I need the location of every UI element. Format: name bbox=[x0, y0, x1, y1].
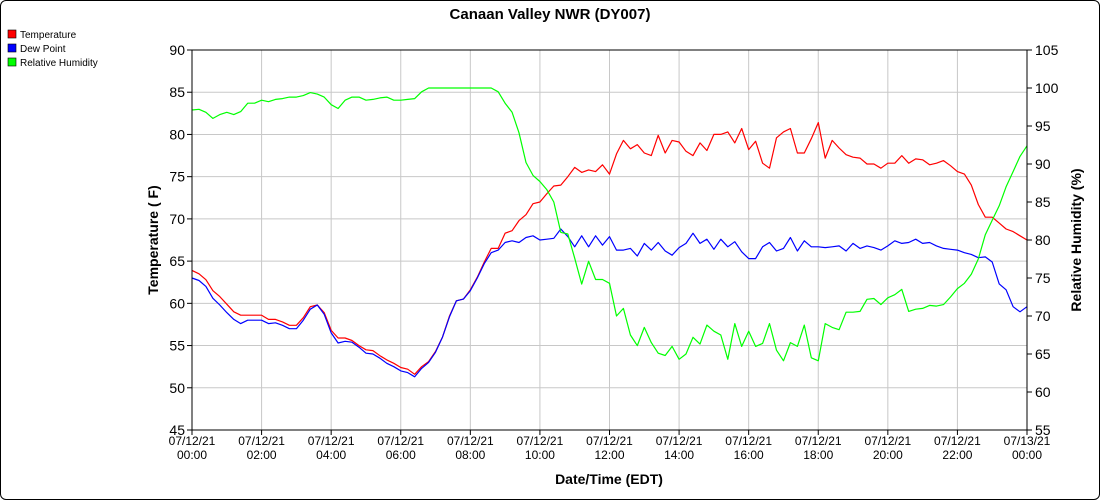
y-right-tick-label: 85 bbox=[1035, 194, 1051, 210]
x-tick-time: 00:00 bbox=[1012, 448, 1042, 462]
legend-swatch-dew-point bbox=[7, 43, 17, 53]
y-left-tick-label: 55 bbox=[169, 338, 185, 354]
x-tick-date: 07/12/21 bbox=[238, 434, 285, 448]
y-right-tick-label: 95 bbox=[1035, 118, 1051, 134]
legend-swatch-temperature bbox=[7, 29, 17, 39]
x-tick-time: 08:00 bbox=[455, 448, 485, 462]
x-tick-date: 07/12/21 bbox=[517, 434, 564, 448]
legend-label-temperature: Temperature bbox=[20, 30, 77, 41]
y-right-tick-label: 80 bbox=[1035, 232, 1051, 248]
y-right-tick-label: 70 bbox=[1035, 308, 1051, 324]
y-right-tick-label: 75 bbox=[1035, 270, 1051, 286]
legend: Temperature Dew Point Relative Humidity bbox=[7, 29, 98, 69]
x-tick-date: 07/13/21 bbox=[1004, 434, 1051, 448]
series-lines bbox=[191, 87, 1028, 378]
x-tick-date: 07/12/21 bbox=[586, 434, 633, 448]
series-line-dew-point bbox=[191, 228, 1028, 378]
plot-area-border bbox=[191, 49, 1028, 431]
y-axis-left-label: Temperature ( F) bbox=[145, 185, 161, 294]
y-left-tick-label: 90 bbox=[169, 42, 185, 58]
chart-title: Canaan Valley NWR (DY007) bbox=[450, 6, 651, 23]
y-left-tick-label: 50 bbox=[169, 380, 185, 396]
x-tick-date: 07/12/21 bbox=[864, 434, 911, 448]
x-tick-date: 07/12/21 bbox=[725, 434, 772, 448]
x-axis-ticks: 07/12/2100:0007/12/2102:0007/12/2104:000… bbox=[169, 430, 1051, 462]
x-tick-time: 04:00 bbox=[316, 448, 346, 462]
legend-label-relative-humidity: Relative Humidity bbox=[20, 58, 98, 69]
gridlines bbox=[191, 49, 1028, 431]
x-tick-time: 18:00 bbox=[803, 448, 833, 462]
x-tick-date: 07/12/21 bbox=[447, 434, 494, 448]
y-axis-right-ticks: 55 60 65 70 75 80 85 90 95 100 105 bbox=[1027, 42, 1059, 438]
x-tick-time: 10:00 bbox=[525, 448, 555, 462]
x-tick-time: 12:00 bbox=[594, 448, 624, 462]
x-tick-time: 00:00 bbox=[177, 448, 207, 462]
legend-swatch-relative-humidity bbox=[7, 57, 17, 67]
y-right-tick-label: 100 bbox=[1035, 80, 1059, 96]
x-tick-date: 07/12/21 bbox=[377, 434, 424, 448]
x-tick-date: 07/12/21 bbox=[656, 434, 703, 448]
y-right-tick-label: 55 bbox=[1035, 422, 1051, 438]
y-left-tick-label: 75 bbox=[169, 169, 185, 185]
x-tick-date: 07/12/21 bbox=[169, 434, 216, 448]
y-axis-left-ticks: 45 50 55 60 65 70 75 80 85 90 bbox=[169, 42, 192, 438]
x-tick-time: 06:00 bbox=[386, 448, 416, 462]
y-left-tick-label: 65 bbox=[169, 253, 185, 269]
y-left-tick-label: 85 bbox=[169, 84, 185, 100]
x-tick-date: 07/12/21 bbox=[308, 434, 355, 448]
x-tick-time: 16:00 bbox=[734, 448, 764, 462]
series-line-relative-humidity bbox=[191, 87, 1028, 362]
y-right-tick-label: 65 bbox=[1035, 346, 1051, 362]
y-right-tick-label: 90 bbox=[1035, 156, 1051, 172]
x-tick-date: 07/12/21 bbox=[795, 434, 842, 448]
y-left-tick-label: 45 bbox=[169, 422, 185, 438]
y-axis-right-label: Relative Humidity (%) bbox=[1068, 168, 1084, 311]
y-right-tick-label: 60 bbox=[1035, 384, 1051, 400]
x-tick-date: 07/12/21 bbox=[934, 434, 981, 448]
y-left-tick-label: 60 bbox=[169, 295, 185, 311]
x-tick-time: 20:00 bbox=[873, 448, 903, 462]
x-axis-label: Date/Time (EDT) bbox=[555, 471, 663, 487]
x-tick-time: 02:00 bbox=[247, 448, 277, 462]
y-left-tick-label: 70 bbox=[169, 211, 185, 227]
legend-label-dew-point: Dew Point bbox=[20, 44, 66, 55]
series-line-temperature bbox=[191, 121, 1028, 375]
y-right-tick-label: 105 bbox=[1035, 42, 1059, 58]
y-left-tick-label: 80 bbox=[169, 126, 185, 142]
x-tick-time: 14:00 bbox=[664, 448, 694, 462]
x-tick-time: 22:00 bbox=[942, 448, 972, 462]
